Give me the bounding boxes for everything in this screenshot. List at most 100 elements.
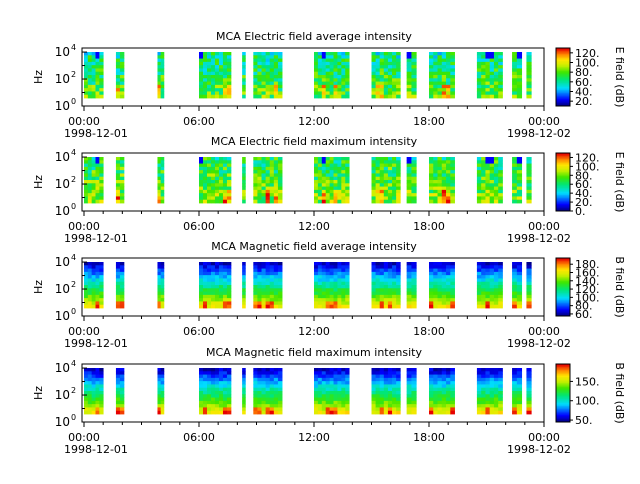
x-start-date: 1998-12-01 xyxy=(64,232,128,245)
x-end-date: 1998-12-02 xyxy=(507,127,571,140)
x-tick-label: 06:00 xyxy=(183,220,215,233)
colorbar-tick-label: 150. xyxy=(575,375,600,388)
colorbar-tick-label: 100. xyxy=(575,291,600,304)
y-tick-exponent: 0 xyxy=(71,413,76,422)
y-tick-label: 10 xyxy=(55,204,70,218)
colorbar-tick-label: 80. xyxy=(575,300,593,313)
axes-frame xyxy=(81,47,545,107)
y-axis-label: Hz xyxy=(32,280,45,294)
x-end-date: 1998-12-02 xyxy=(507,232,571,245)
x-tick-label: 18:00 xyxy=(413,325,445,338)
data-block xyxy=(526,262,532,309)
colorbar-tick-label: 80. xyxy=(575,66,593,79)
data-block xyxy=(242,368,246,415)
y-tick-label: 10 xyxy=(55,309,70,323)
y-tick-exponent: 4 xyxy=(71,148,76,157)
data-block xyxy=(429,262,455,309)
y-tick-exponent: 0 xyxy=(71,97,76,106)
data-block xyxy=(512,52,523,99)
colorbar-label: E field (dB) xyxy=(613,47,626,108)
data-block xyxy=(476,52,503,99)
panel-title: MCA Electric field average intensity xyxy=(216,30,412,43)
data-block xyxy=(476,157,503,204)
colorbar-tick-label: 140. xyxy=(575,275,600,288)
x-tick-label: 06:00 xyxy=(183,431,215,444)
data-block xyxy=(429,157,455,204)
y-tick-label: 10 xyxy=(55,255,70,269)
y-tick-exponent: 2 xyxy=(71,175,76,184)
y-axis-label: Hz xyxy=(32,70,45,84)
colorbar: 20.40.60.80.100.120. E field (dB) xyxy=(555,47,626,108)
colorbar-frame xyxy=(555,257,571,317)
colorbar-label: B field (dB) xyxy=(613,256,626,317)
data-block xyxy=(199,52,232,99)
x-tick-label: 12:00 xyxy=(298,220,330,233)
data-block xyxy=(84,368,104,415)
data-block xyxy=(406,262,417,309)
data-block xyxy=(406,52,417,99)
x-tick-label: 00:00 xyxy=(528,115,560,128)
data-block xyxy=(526,157,532,204)
x-tick-label: 00:00 xyxy=(68,115,100,128)
data-block xyxy=(512,368,523,415)
y-tick-label: 10 xyxy=(55,282,70,296)
colorbar-tick-label: 0. xyxy=(575,205,586,218)
data-block xyxy=(115,368,125,415)
x-tick-label: 12:00 xyxy=(298,325,330,338)
data-block xyxy=(157,262,165,309)
data-block xyxy=(526,368,532,415)
y-tick-exponent: 4 xyxy=(71,43,76,52)
colorbar-label: E field (dB) xyxy=(613,152,626,213)
y-tick-label: 10 xyxy=(55,388,70,402)
colorbar-label: B field (dB) xyxy=(613,362,626,423)
data-block xyxy=(371,368,401,415)
colorbar-tick-label: 20. xyxy=(575,196,593,209)
axes-frame xyxy=(81,363,545,423)
data-block xyxy=(157,157,165,204)
data-block xyxy=(242,262,246,309)
data-block xyxy=(429,52,455,99)
data-block xyxy=(157,368,165,415)
data-block xyxy=(406,157,417,204)
data-block xyxy=(242,157,246,204)
x-tick-label: 00:00 xyxy=(528,325,560,338)
colorbar-tick-label: 160. xyxy=(575,267,600,280)
data-block xyxy=(512,157,523,204)
colorbar-frame xyxy=(555,152,571,212)
colorbar-tick-label: 60. xyxy=(575,76,593,89)
data-block xyxy=(314,157,350,204)
y-tick-label: 10 xyxy=(55,99,70,113)
colorbar-tick-label: 180. xyxy=(575,258,600,271)
colorbar-tick-label: 40. xyxy=(575,187,593,200)
x-tick-label: 06:00 xyxy=(183,115,215,128)
colorbar-frame xyxy=(555,363,571,423)
y-tick-label: 10 xyxy=(55,177,70,191)
axes-frame xyxy=(81,152,545,212)
y-axis-label: Hz xyxy=(32,386,45,400)
colorbar-tick-label: 60. xyxy=(575,308,593,321)
colorbar-tick-label: 100. xyxy=(575,57,600,70)
data-block xyxy=(84,157,104,204)
data-block xyxy=(371,262,401,309)
data-block xyxy=(371,52,401,99)
x-tick-label: 18:00 xyxy=(413,220,445,233)
colorbar-tick-label: 120. xyxy=(575,283,600,296)
colorbar: 60.80.100.120.140.160.180. B field (dB) xyxy=(555,256,626,321)
y-tick-label: 10 xyxy=(55,415,70,429)
colorbar-tick-label: 40. xyxy=(575,86,593,99)
data-block xyxy=(526,52,532,99)
y-tick-exponent: 2 xyxy=(71,280,76,289)
y-tick-label: 10 xyxy=(55,361,70,375)
data-block xyxy=(314,52,350,99)
data-block xyxy=(199,368,232,415)
colorbar: 50. 100. 150. B field (dB) xyxy=(555,362,626,427)
colorbar-frame xyxy=(555,47,571,107)
data-block xyxy=(429,368,455,415)
x-tick-label: 18:00 xyxy=(413,431,445,444)
y-tick-label: 10 xyxy=(55,72,70,86)
data-block xyxy=(476,262,503,309)
